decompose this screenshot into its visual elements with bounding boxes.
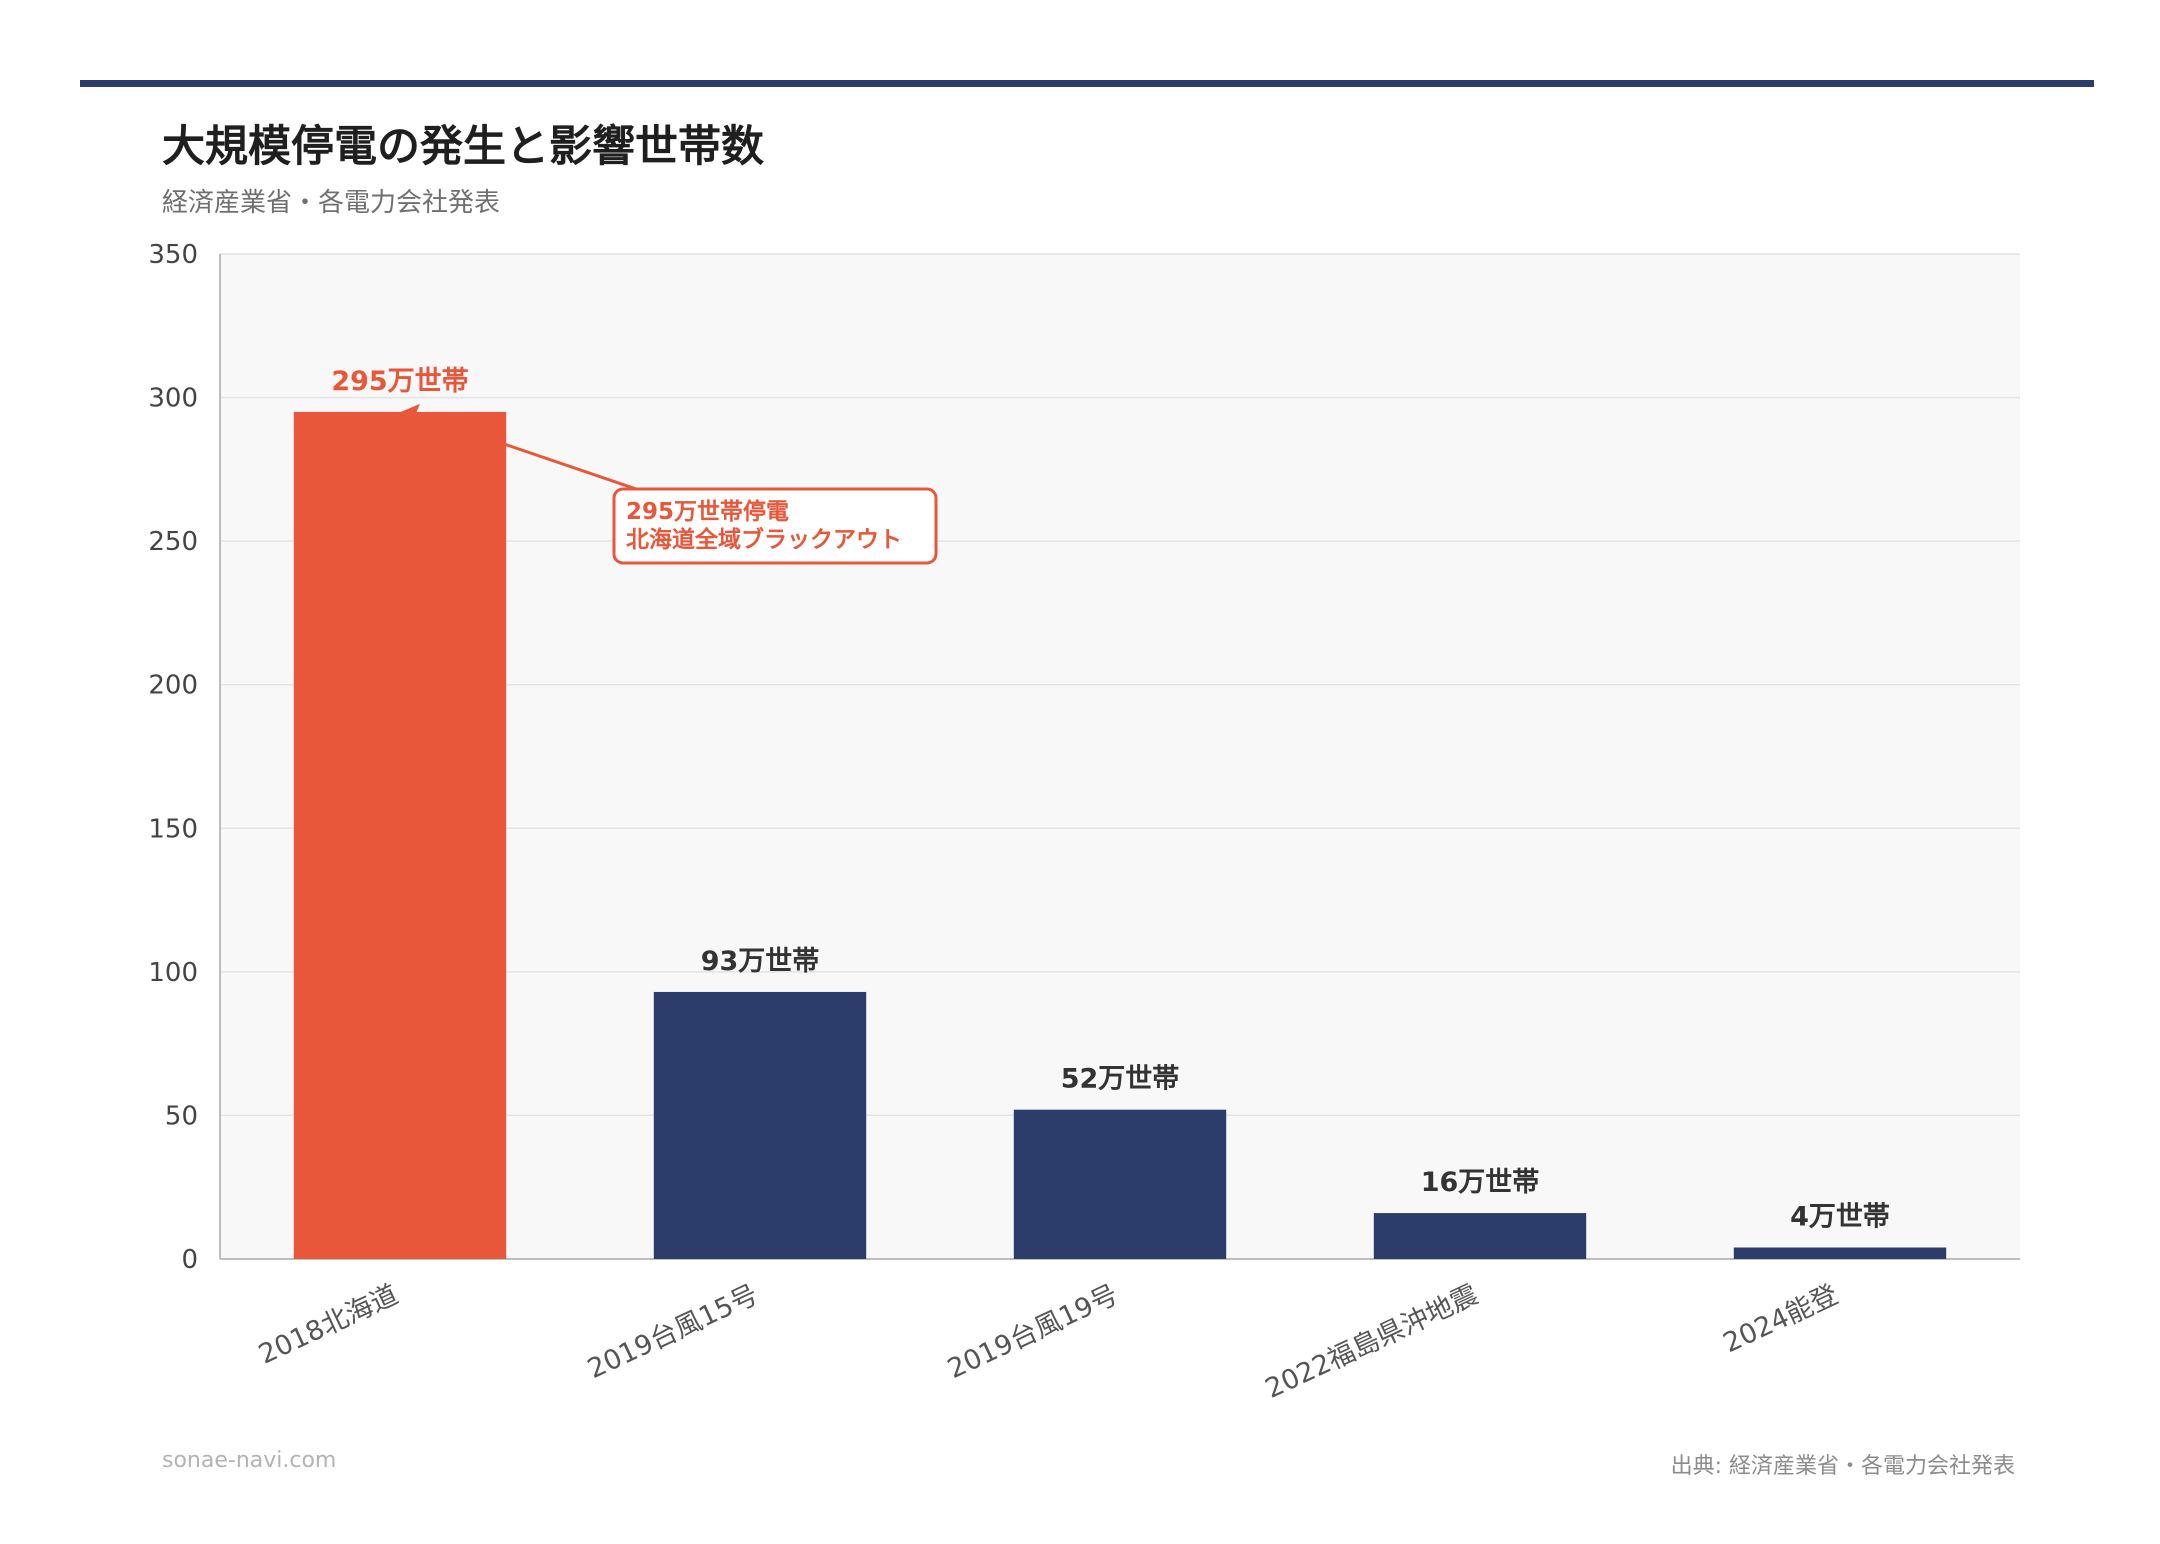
- axes: 0 50 100 150 200 250 300 350: [148, 240, 2020, 1275]
- data-label: 16万世帯: [1421, 1166, 1540, 1198]
- data-labels: 295万世帯 93万世帯 52万世帯 16万世帯 4万世帯: [331, 365, 1890, 1233]
- annotation-text: 北海道全域ブラックアウト: [626, 526, 902, 553]
- annotation-pointer: [409, 410, 637, 491]
- bar: [1013, 1109, 1227, 1259]
- x-tick-labels: 2018北海道 2019台風15号 2019台風19号 2022福島県沖地震 2024能…: [254, 1279, 1843, 1405]
- x-tick-label: 2019台風19号: [943, 1279, 1123, 1385]
- y-tick-label: 200: [148, 671, 198, 701]
- data-label: 4万世帯: [1790, 1201, 1890, 1233]
- annotation-arrowhead: [396, 403, 420, 418]
- top-rule: [80, 80, 2094, 87]
- footer-source: 出典: 経済産業省・各電力会社発表: [1670, 1454, 2015, 1479]
- data-label: 93万世帯: [701, 945, 820, 977]
- bar: [653, 991, 867, 1259]
- x-tick-label: 2022福島県沖地震: [1261, 1279, 1483, 1405]
- plot-background: [220, 254, 2020, 1259]
- chart-subtitle: 経済産業省・各電力会社発表: [162, 188, 501, 218]
- bars: [293, 411, 1947, 1259]
- y-tick-label: 0: [181, 1245, 198, 1275]
- x-tick-label: 2024能登: [1719, 1279, 1843, 1359]
- data-label: 295万世帯: [331, 365, 468, 397]
- footer-site: sonae-navi.com: [162, 1448, 337, 1473]
- y-tick-label: 50: [165, 1101, 198, 1131]
- y-tick-label: 100: [148, 958, 198, 988]
- annotation-box: [612, 487, 938, 565]
- y-tick-label: 250: [148, 527, 198, 557]
- bar: [293, 411, 507, 1259]
- y-tick-label: 300: [148, 384, 198, 414]
- data-label: 52万世帯: [1061, 1063, 1180, 1095]
- x-tick-label: 2019台風15号: [583, 1279, 763, 1385]
- y-tick-label: 350: [148, 240, 198, 270]
- bar: [1373, 1213, 1587, 1259]
- chart-title: 大規模停電の発生と影響世帯数: [162, 122, 764, 172]
- annotation-text: 295万世帯停電: [626, 498, 789, 525]
- x-tick-label: 2018北海道: [254, 1279, 403, 1370]
- y-tick-label: 150: [148, 814, 198, 844]
- bar: [1733, 1247, 1947, 1259]
